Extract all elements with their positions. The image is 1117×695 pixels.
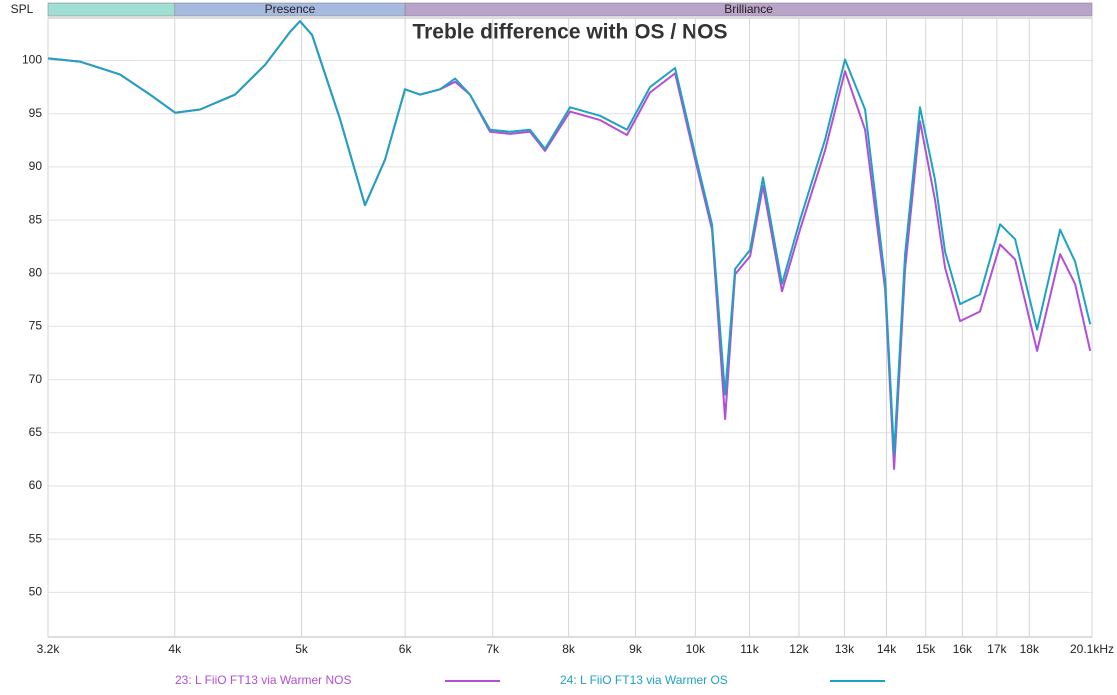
x-tick-label: 14k: [877, 642, 897, 656]
band-label: Brilliance: [724, 2, 773, 16]
x-tick-label: 7k: [486, 642, 500, 656]
x-tick-label: 13k: [835, 642, 855, 656]
chart-title: Treble difference with OS / NOS: [412, 21, 727, 44]
x-tick-label: 6k: [399, 642, 413, 656]
band-label: Presence: [265, 2, 316, 16]
series-line: [47, 20, 1092, 456]
y-tick-label: 55: [29, 531, 43, 545]
y-tick-label: 50: [29, 585, 43, 599]
y-tick-label: 75: [29, 319, 43, 333]
x-tick-label: 8k: [562, 642, 576, 656]
band: [47, 2, 176, 17]
y-axis-label: SPL: [11, 2, 34, 16]
x-tick-label: 5k: [295, 642, 309, 656]
y-tick-label: 95: [29, 106, 43, 120]
x-tick-label: 17k: [987, 642, 1007, 656]
y-tick-label: 100: [22, 53, 42, 67]
y-tick-label: 70: [29, 372, 43, 386]
x-tick-label: 16k: [953, 642, 973, 656]
x-tick-label: 12k: [789, 642, 809, 656]
x-tick-label: 11k: [740, 642, 759, 656]
legend-label: 24: L FiiO FT13 via Warmer OS: [560, 673, 728, 687]
x-tick-label: 3.2k: [37, 642, 61, 656]
y-tick-label: 65: [29, 425, 43, 439]
y-tick-label: 60: [29, 478, 43, 492]
y-tick-label: 85: [29, 212, 43, 226]
x-tick-label: 18k: [1020, 642, 1040, 656]
band: [404, 2, 1093, 17]
x-tick-label: 15k: [916, 642, 936, 656]
y-tick-label: 90: [29, 159, 43, 173]
y-tick-label: 80: [29, 265, 43, 279]
x-tick-label: 4k: [168, 642, 182, 656]
x-tick-label: 9k: [629, 642, 643, 656]
legend-label: 23: L FiiO FT13 via Warmer NOS: [175, 673, 351, 687]
x-tick-label: 20.1kHz: [1070, 642, 1114, 656]
x-tick-label: 10k: [686, 642, 706, 656]
